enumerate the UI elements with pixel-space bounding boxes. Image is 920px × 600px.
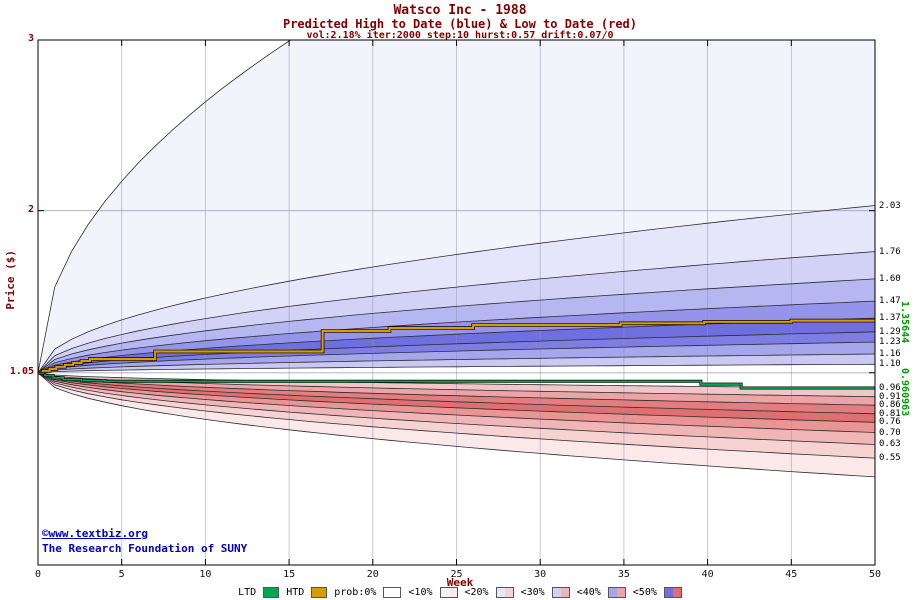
- probability-band: [38, 372, 875, 433]
- legend-label: LTD: [238, 587, 257, 598]
- band-boundary-line: [38, 372, 875, 478]
- band-boundary-line: [38, 372, 875, 433]
- band-boundary-line: [38, 278, 875, 374]
- probability-band: [38, 372, 875, 477]
- htd-line: [38, 319, 875, 374]
- band-boundary-line: [38, 372, 875, 445]
- suny-foundation-label: The Research Foundation of SUNY: [42, 542, 248, 555]
- legend-swatch: [383, 587, 402, 598]
- legend-label: <30%: [520, 587, 545, 598]
- x-axis-title: Week: [446, 576, 474, 589]
- probability-band: [38, 372, 875, 445]
- band-boundary-line: [38, 205, 875, 374]
- legend: LTD HTD prob:0% <10% <20% <30% <40% <50%: [0, 587, 920, 598]
- legend-swatch: [551, 587, 570, 598]
- band-boundary-line: [38, 372, 875, 415]
- probability-band: [38, 372, 875, 414]
- band-boundary-line: [38, 363, 875, 374]
- probability-band: [38, 372, 875, 423]
- probability-band: [38, 251, 875, 373]
- band-boundary-line: [38, 372, 875, 389]
- chart-title: Watsco Inc - 1988: [393, 3, 527, 18]
- probability-band: [38, 318, 875, 373]
- band-boundary-line: [38, 372, 875, 423]
- probability-band: [38, 278, 875, 373]
- band-boundary-line: [38, 341, 875, 374]
- legend-label: prob:0%: [334, 587, 377, 598]
- probability-band: [38, 372, 875, 459]
- band-boundary-line: [38, 40, 292, 373]
- band-boundary-line: [38, 331, 875, 374]
- legend-swatch: [663, 587, 682, 598]
- probability-band: [38, 372, 875, 406]
- band-boundary-line: [38, 251, 875, 374]
- legend-label: <10%: [408, 587, 433, 598]
- legend-swatch: [607, 587, 626, 598]
- legend-swatch: [495, 587, 514, 598]
- band-boundary-line: [38, 300, 875, 374]
- probability-band: [38, 205, 875, 373]
- ltd-line: [38, 371, 875, 389]
- chart-subtitle: Predicted High to Date (blue) & Low to D…: [282, 17, 637, 31]
- legend-swatch: [311, 587, 328, 598]
- legend-swatch: [439, 587, 458, 598]
- band-boundary-line: [38, 353, 875, 374]
- legend-swatch: [263, 587, 280, 598]
- legend-label: <50%: [632, 587, 657, 598]
- chart-parameters: vol:2.18% iter:2000 step:10 hurst:0.57 d…: [306, 30, 614, 41]
- band-boundary-line: [38, 372, 875, 459]
- legend-label: <40%: [576, 587, 601, 598]
- probability-band: [38, 331, 875, 373]
- plot-area: [38, 40, 875, 565]
- legend-label: HTD: [286, 587, 305, 598]
- probability-band: [38, 301, 875, 373]
- textbiz-link[interactable]: ©www.textbiz.org: [42, 527, 148, 540]
- band-boundary-line: [38, 372, 875, 406]
- legend-label: <20%: [464, 587, 489, 598]
